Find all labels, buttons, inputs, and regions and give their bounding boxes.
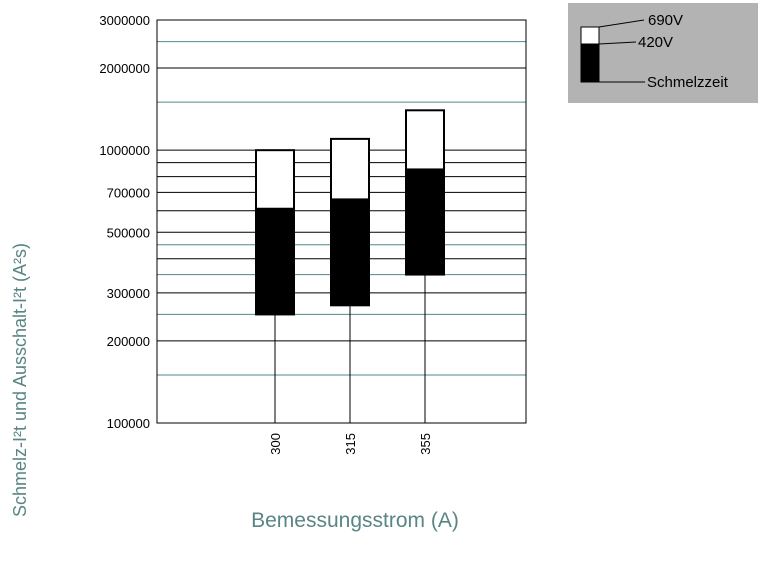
y-tick-label: 300000 [107, 286, 150, 301]
x-tick-label: 300 [268, 433, 283, 455]
bar-stems [274, 274, 426, 423]
bars [255, 109, 445, 316]
legend-background [568, 3, 758, 103]
legend-label-420v: 420V [638, 34, 673, 51]
x-tick-label: 315 [343, 433, 358, 455]
bar-segment-schmelzzeit [255, 207, 295, 316]
bar-segment-schmelzzeit [330, 198, 370, 307]
legend-line-690v [598, 19, 645, 28]
legend-swatch-white [580, 26, 600, 45]
legend: 690V 420V Schmelzzeit [568, 3, 758, 103]
bar-segment-ausschalt [330, 137, 370, 201]
legend-swatch-black [580, 43, 600, 83]
x-tick-labels: 300 315 355 [268, 433, 433, 455]
y-tick-label: 2000000 [99, 61, 150, 76]
x-axis-label: Bemessungsstrom (A) [251, 509, 459, 532]
plot-frame [156, 19, 527, 424]
y-tick-label: 200000 [107, 334, 150, 349]
legend-label-690v: 690V [648, 12, 683, 29]
x-tick-label: 355 [418, 433, 433, 455]
bar-segment-schmelzzeit [405, 168, 445, 276]
y-tick-label: 700000 [107, 185, 150, 200]
bar-segment-ausschalt [405, 109, 445, 171]
legend-label-schmelzzeit: Schmelzzeit [647, 74, 729, 91]
y-tick-label: 3000000 [99, 13, 150, 28]
y-tick-label: 1000000 [99, 143, 150, 158]
y-axis-label: Schmelz-I²t und Ausschalt-I²t (A²s) [10, 243, 30, 517]
bar-segment-ausschalt [255, 149, 295, 210]
legend-line-420v [598, 41, 637, 45]
y-tick-labels: 3000000 2000000 1000000 700000 500000 300000 2… [99, 13, 150, 431]
y-tick-label: 500000 [107, 225, 150, 240]
y-tick-label: 100000 [107, 416, 150, 431]
